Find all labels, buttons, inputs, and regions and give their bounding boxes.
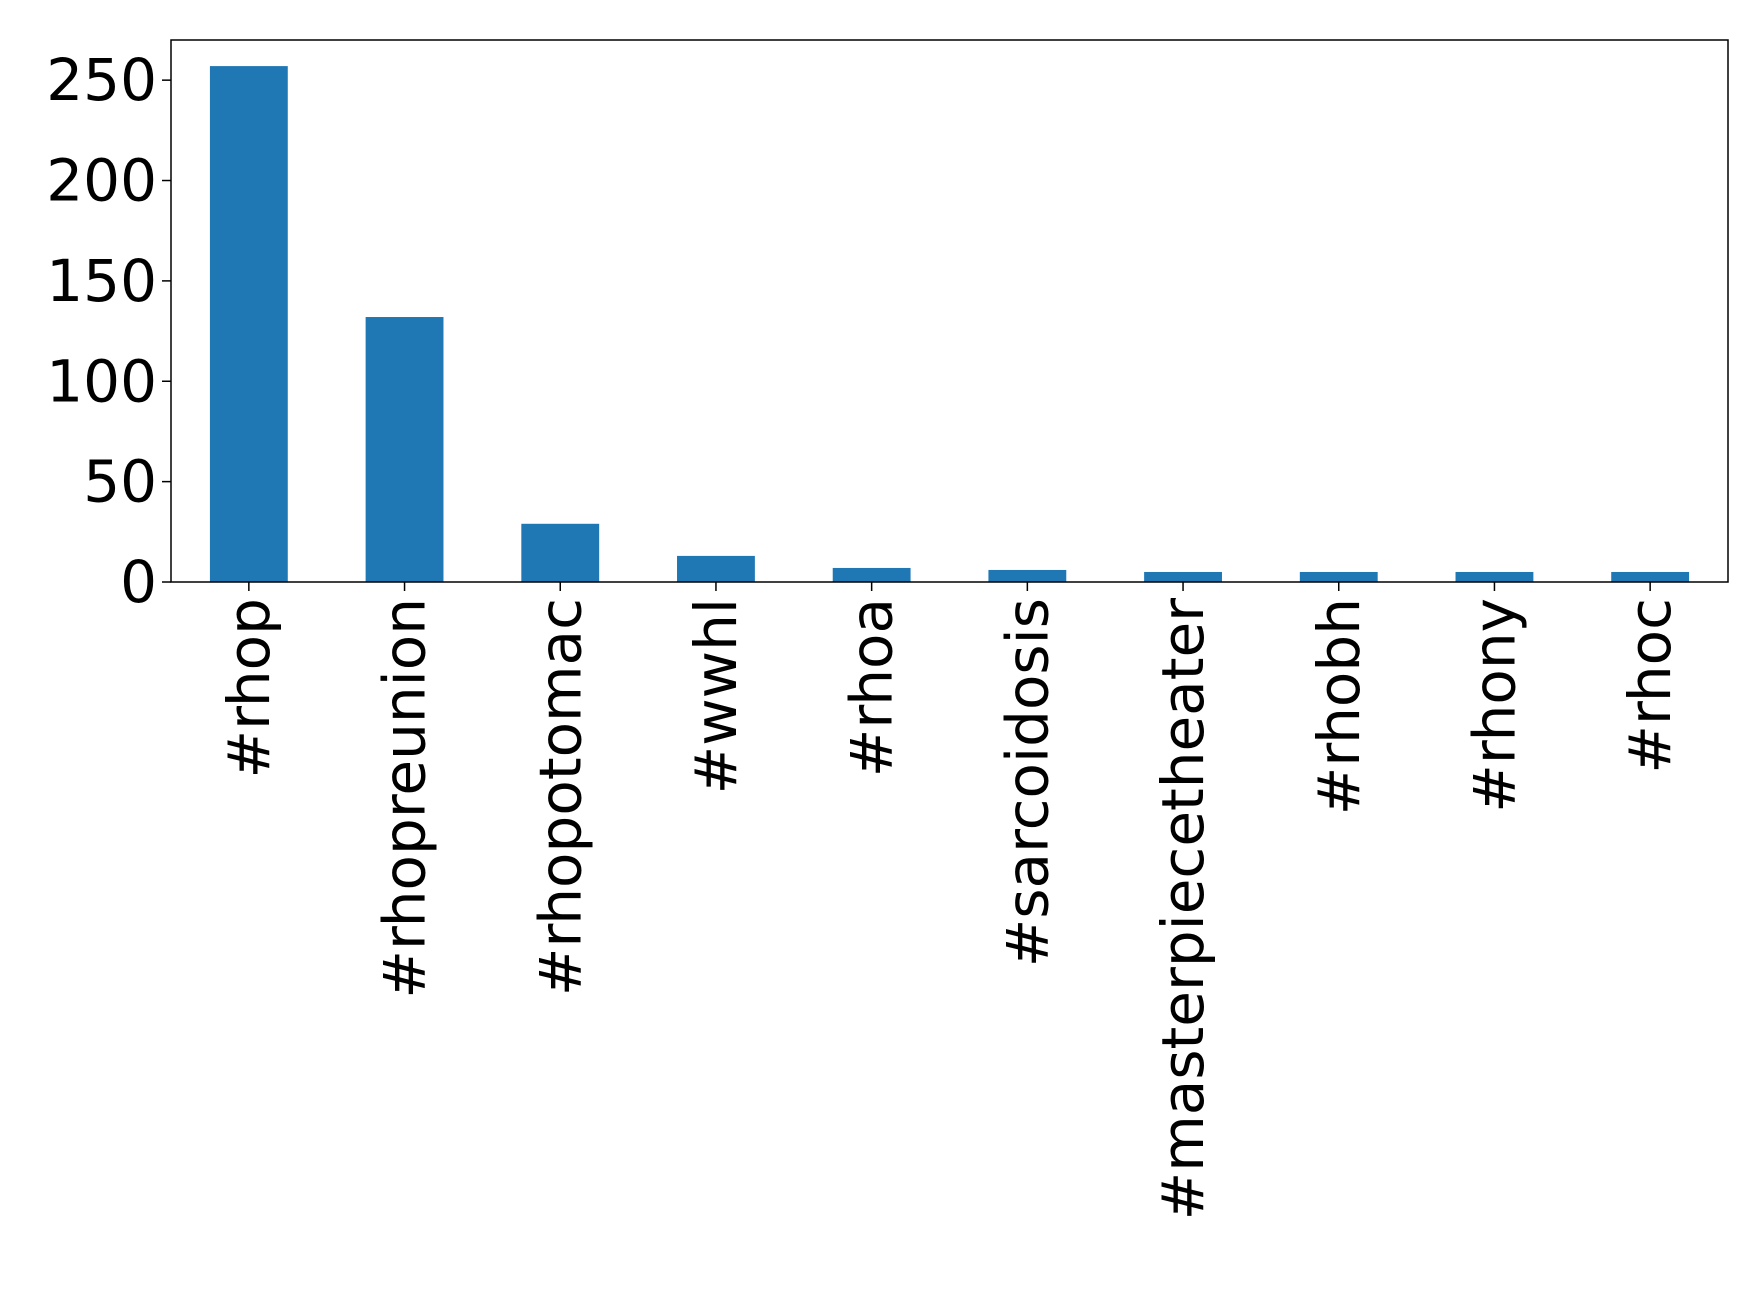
x-tick-label: #rhopreunion (371, 598, 439, 999)
y-tick-label: 150 (46, 247, 157, 315)
bar-rhoa (832, 567, 911, 582)
bar-masterpiecetheater (1144, 571, 1222, 582)
x-tick-label: #wwhl (682, 598, 750, 794)
bar-rhopreunion (365, 317, 444, 582)
x-tick-label: #rhobh (1305, 598, 1373, 815)
x-tick-label: #sarcoidosis (993, 598, 1061, 967)
x-tick-label: #rhoa (838, 598, 906, 777)
bar-rhoc (1611, 571, 1690, 582)
bar-rhop (209, 66, 288, 582)
bar-wwhl (677, 555, 755, 582)
bars-group (209, 66, 1690, 582)
x-tick-label: #rhop (215, 598, 283, 779)
bar-rhony (1455, 571, 1534, 582)
x-tick-label: #rhony (1460, 598, 1528, 813)
y-tick-label: 200 (46, 147, 157, 215)
y-tick-label: 0 (120, 548, 157, 616)
bar-sarcoidosis (988, 569, 1067, 582)
bar-rhopotomac (521, 523, 600, 582)
y-tick-label: 250 (46, 46, 157, 114)
plot-frame (170, 39, 1729, 583)
bar-rhobh (1299, 571, 1378, 582)
x-tick-label: #rhoc (1616, 598, 1684, 774)
y-axis: 0 50 100 150 200 250 (46, 46, 171, 616)
x-tick-label: #rhopotomac (526, 598, 594, 996)
y-tick-label: 50 (83, 448, 157, 516)
y-tick-label: 100 (46, 347, 157, 415)
x-tick-label: #masterpiecetheater (1149, 598, 1217, 1220)
x-axis: #rhop #rhopreunion #rhopotomac #wwhl #rhoa #s… (215, 582, 1684, 1220)
